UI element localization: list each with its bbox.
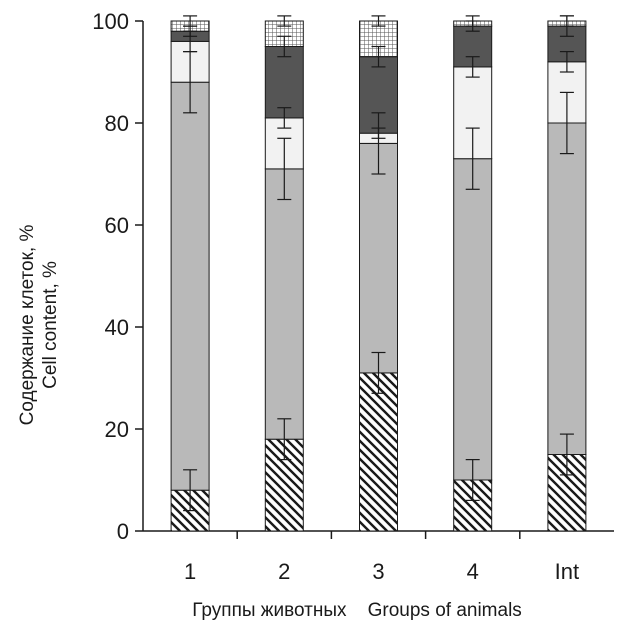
bar-segment (170, 81, 210, 491)
y-axis-title-ru: Содержание клеток, % (17, 225, 38, 426)
y-tick-label: 100 (92, 9, 129, 34)
x-tick-label: 1 (184, 559, 196, 584)
bars (170, 20, 587, 532)
x-tick-label: 2 (278, 559, 290, 584)
x-tick-label: 4 (467, 559, 479, 584)
bar-segment (547, 122, 587, 455)
y-tick-label: 20 (105, 417, 129, 442)
x-axis-title: Группы животных Groups of animals (192, 600, 522, 621)
bar-segment (453, 158, 493, 481)
bar-segment (359, 372, 398, 532)
x-tick-label: 3 (372, 559, 384, 584)
y-tick-label: 60 (105, 213, 129, 238)
error-bars (183, 15, 574, 512)
tick-labels: 0 20 40 60 80 100 1 2 3 4 Int (92, 9, 579, 584)
y-tick-label: 0 (117, 519, 129, 544)
x-tick-label: Int (555, 559, 579, 584)
y-axis-title-en: Cell content, % (40, 261, 61, 389)
bar-segment (264, 168, 304, 440)
bar-segment (359, 142, 398, 374)
y-tick-label: 80 (105, 111, 129, 136)
y-tick-label: 40 (105, 315, 129, 340)
